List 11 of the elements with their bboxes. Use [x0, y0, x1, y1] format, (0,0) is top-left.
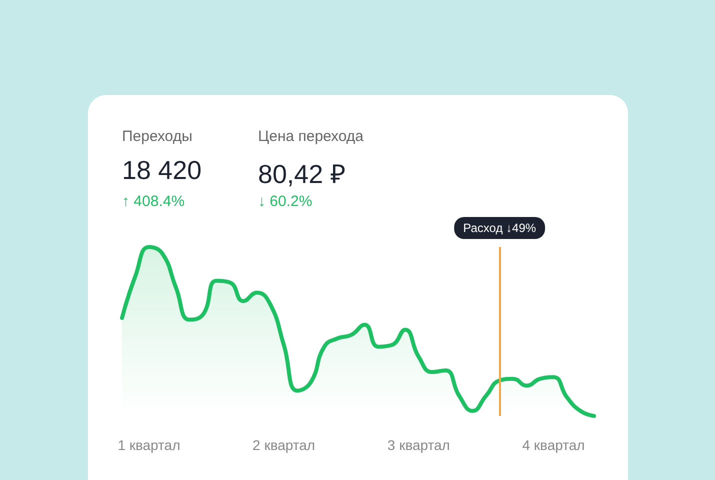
x-tick-label: 4 квартал [522, 437, 585, 453]
text: Цена перехода [258, 128, 364, 145]
text: 80,42 ₽ [258, 158, 346, 191]
x-tick-label: 3 квартал [387, 437, 450, 453]
text: ↓ 60.2% [258, 193, 312, 210]
text: Расход ↓49% [463, 221, 536, 235]
text: Переходы [122, 128, 192, 145]
text: 18 420 [122, 155, 202, 186]
text: ↑ 408.4% [122, 193, 185, 210]
x-tick-label: 2 квартал [252, 437, 316, 453]
x-tick-label: 1 квартал [118, 437, 180, 453]
